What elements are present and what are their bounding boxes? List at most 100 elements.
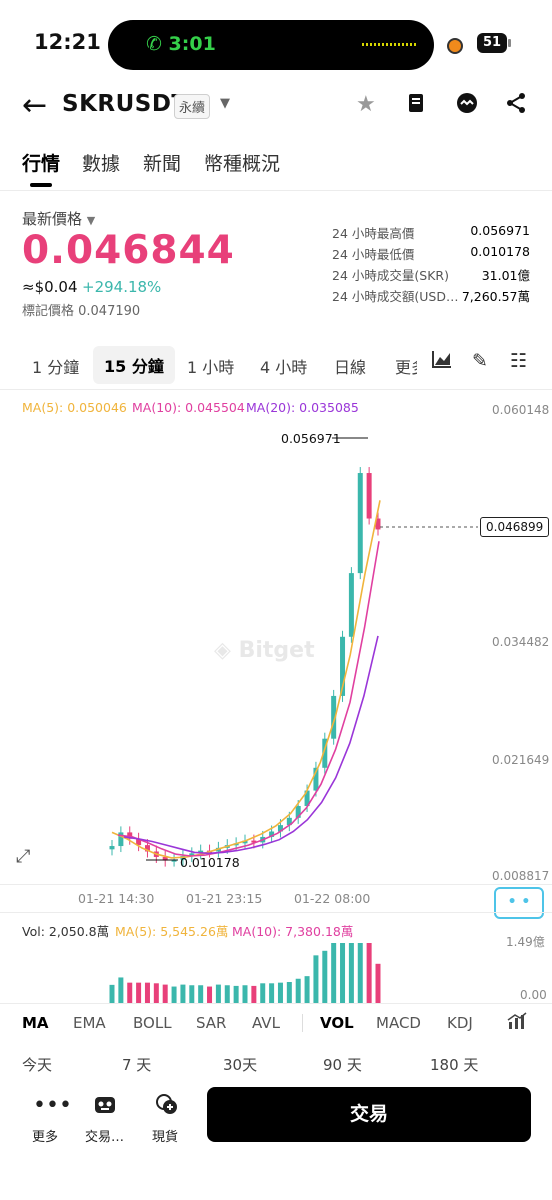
candle (242, 840, 248, 844)
indicator-ema[interactable]: EMA (73, 1014, 106, 1032)
tab-market[interactable]: 行情 (22, 153, 61, 175)
candle (118, 832, 124, 847)
battery-icon: 51 (477, 33, 507, 53)
volume-bar (251, 985, 257, 1003)
volume-bar (127, 982, 133, 1003)
volume-bar (224, 985, 230, 1003)
stat-value: 0.010178 (470, 244, 530, 259)
book-icon[interactable] (406, 92, 426, 120)
volume-bar (357, 943, 363, 1003)
high-annotation: 0.056971 (281, 431, 341, 446)
battery-tip (508, 39, 511, 47)
recording-indicator-icon (447, 38, 463, 54)
indicator-avl[interactable]: AVL (252, 1014, 280, 1032)
candlestick-chart[interactable] (0, 415, 552, 885)
indicator-kdj[interactable]: KDJ (447, 1014, 473, 1032)
indicator-vol[interactable]: VOL (320, 1014, 354, 1032)
volume-bar (286, 982, 292, 1003)
volume-bar (322, 950, 328, 1003)
current-price-tag: 0.046899 (480, 517, 550, 537)
more-icon[interactable]: ••• (33, 1093, 72, 1118)
divider (302, 1014, 303, 1032)
candle (286, 817, 292, 826)
tab-news[interactable]: 新聞 (143, 153, 182, 175)
status-time: 12:21 (34, 30, 101, 54)
candle (340, 636, 346, 696)
volume-bar (171, 986, 177, 1003)
indicator-macd[interactable]: MACD (376, 1014, 421, 1032)
volume-bar (118, 977, 124, 1003)
volume-bar (260, 983, 266, 1003)
range-7d[interactable]: 7 天 (122, 1056, 152, 1074)
volume-bar (162, 984, 168, 1003)
chart-type-icon[interactable] (432, 350, 452, 373)
spot-icon[interactable] (155, 1093, 179, 1121)
spot-label[interactable]: 現貨 (152, 1130, 179, 1145)
volume-bar (304, 976, 310, 1003)
page-title[interactable]: SKRUSDT (62, 91, 188, 117)
ma20-legend: MA(20): 0.035085 (246, 400, 359, 415)
trade-button[interactable]: 交易 (207, 1087, 531, 1142)
low-annotation: 0.010178 (180, 855, 240, 870)
ma20-legend-text: MA(20): 0.035085 (246, 400, 359, 415)
candle (251, 840, 257, 843)
ai-assistant-icon[interactable]: • • (494, 887, 544, 919)
indicator-sar[interactable]: SAR (196, 1014, 227, 1032)
tab-coin-overview[interactable]: 幣種概況 (204, 153, 281, 175)
interval-1h[interactable]: 1 小時 (187, 358, 235, 377)
range-today[interactable]: 今天 (22, 1056, 53, 1074)
divider (0, 912, 552, 913)
interval-1d[interactable]: 日線 (334, 358, 367, 377)
indicator-boll[interactable]: BOLL (133, 1014, 172, 1032)
interval-4h[interactable]: 4 小時 (260, 358, 308, 377)
candle (357, 473, 363, 574)
chevron-down-icon[interactable]: ▼ (220, 96, 230, 111)
robot-icon[interactable] (455, 92, 479, 120)
range-180d[interactable]: 180 天 (430, 1056, 479, 1074)
vol-legend: Vol: 2,050.8萬 (22, 924, 110, 939)
y-axis-label: 0.060148 (492, 403, 550, 417)
volume-bar (375, 963, 381, 1003)
ma10-legend-text: MA(10): 0.045504 (132, 400, 245, 415)
stat-label: 24 小時最低價 (332, 247, 415, 262)
approx-usd: ≈$0.04 (22, 278, 78, 296)
expand-icon[interactable]: ⤢ (16, 846, 31, 867)
candle (348, 573, 354, 637)
ma-lines (111, 500, 381, 859)
divider (0, 190, 552, 191)
ma-line-ma10 (117, 541, 380, 857)
vol-axis-label: 1.49億 (506, 935, 545, 949)
call-timer[interactable]: ✆ 3:01 (146, 33, 216, 55)
y-axis-label: 0.034482 (492, 635, 550, 649)
candle (127, 832, 133, 839)
share-icon[interactable] (505, 92, 527, 120)
interval-1m[interactable]: 1 分鐘 (32, 358, 80, 377)
interval-15m[interactable]: 15 分鐘 (93, 346, 175, 384)
volume-bar (348, 943, 354, 1003)
indicator-settings-icon[interactable] (507, 1012, 527, 1035)
latest-price-label[interactable]: 最新價格 ▼ (22, 208, 95, 229)
more-label[interactable]: 更多 (32, 1130, 59, 1145)
range-90d[interactable]: 90 天 (323, 1056, 362, 1074)
bot-icon[interactable] (93, 1093, 117, 1121)
candle (144, 845, 150, 852)
range-30d[interactable]: 30天 (223, 1056, 258, 1074)
star-icon[interactable]: ★ (356, 92, 376, 117)
latest-price: 0.046844 (22, 228, 235, 273)
stat-label: 24 小時成交量(SKR) (332, 268, 449, 283)
settings-icon[interactable]: ☷ (510, 350, 528, 372)
arrow-left-icon[interactable]: ← (22, 88, 48, 123)
ma5-legend-text: MA(5): 0.050046 (22, 400, 127, 415)
candle (277, 825, 283, 832)
bot-label[interactable]: 交易… (85, 1130, 125, 1145)
y-axis-label: 0.021649 (492, 753, 550, 767)
pencil-icon[interactable]: ✎ (472, 350, 488, 372)
tab-data[interactable]: 數據 (82, 153, 121, 175)
x-axis-label: 01-21 14:30 (78, 891, 155, 906)
volume-bar (109, 984, 115, 1003)
indicator-ma[interactable]: MA (22, 1014, 49, 1032)
perpetual-badge: 永續 (174, 94, 211, 119)
interval-more[interactable]: 更多 (395, 358, 417, 377)
candles (109, 467, 381, 867)
divider (0, 389, 552, 390)
